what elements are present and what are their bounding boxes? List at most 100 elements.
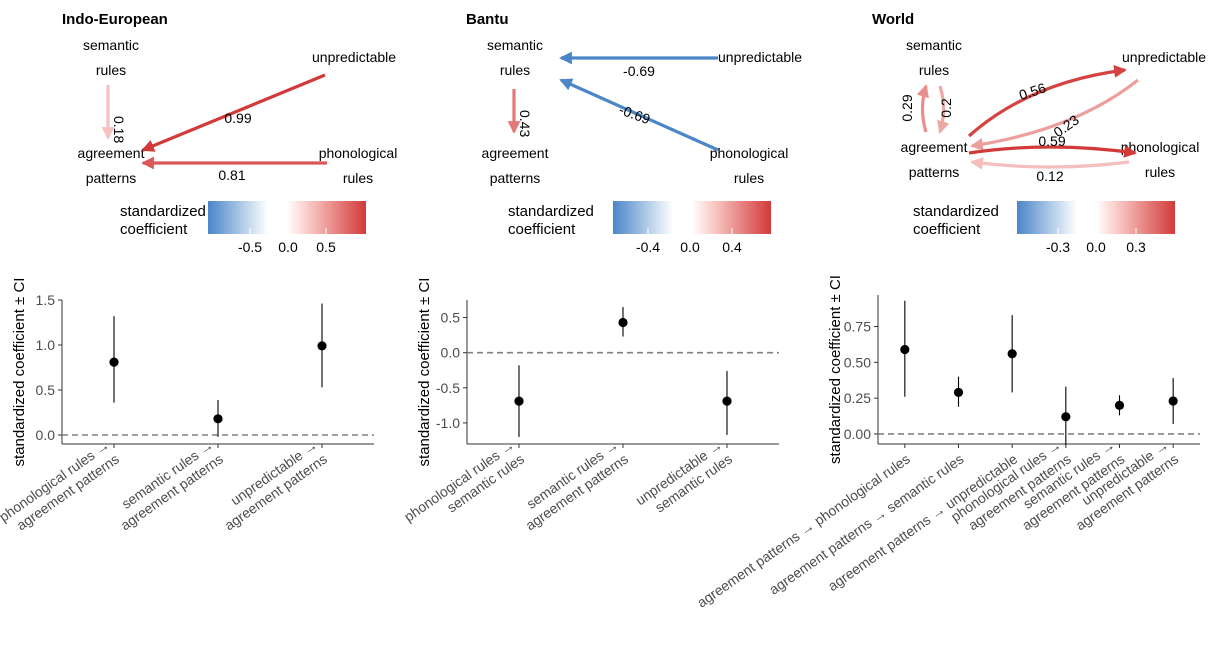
- colorbar-title-line: coefficient: [913, 221, 981, 238]
- colorbar-tick-label: 0.5: [316, 239, 336, 255]
- node-label-line: agreement: [78, 145, 145, 161]
- coefficient-plot: -1.0 -0.5 0.0 0.5 standardized coefficient ±…: [401, 278, 779, 539]
- y-tick-label: 1.5: [36, 292, 56, 308]
- y-axis-title: standardized coefficient ± CI: [416, 278, 433, 467]
- colorbar-tick-label: 0.0: [680, 239, 700, 255]
- coefficient-point: [1115, 401, 1124, 410]
- path-diagram: semantic rules unpredictable agreement patte…: [899, 37, 1206, 184]
- colorbar-ramp: [208, 201, 366, 234]
- y-tick-label: 0.25: [844, 390, 871, 406]
- colorbar-tick-label: 0.0: [1086, 239, 1106, 255]
- node-label-line: rules: [919, 62, 949, 78]
- coefficient-point: [1061, 412, 1070, 421]
- node-pho: phonological rules: [319, 145, 398, 186]
- node-agr: agreement patterns: [482, 145, 549, 186]
- edge-pho-to-agr: [972, 162, 1129, 167]
- coefficient-point: [1008, 349, 1017, 358]
- x-tick-label: semantic rules →agreement patterns: [108, 437, 226, 534]
- y-tick-label: 0.00: [844, 426, 871, 442]
- y-tick-label: 0.5: [36, 382, 56, 398]
- node-unp: unpredictable: [312, 49, 396, 65]
- path-diagram: semantic rules unpredictable agreement patte…: [482, 37, 803, 186]
- coefficient-plot: 0.00.51.01.5standardized coefficient ± C…: [0, 278, 374, 539]
- edge-label: 0.18: [111, 116, 127, 143]
- node-sem: semantic rules: [83, 37, 139, 78]
- colorbar-tick-label: 0.3: [1126, 239, 1146, 255]
- x-tick-label: unpredictable →agreement patterns: [212, 437, 330, 534]
- y-tick-label: 0.5: [441, 310, 461, 326]
- node-label-line: agreement: [901, 139, 968, 155]
- node-unp: unpredictable: [1122, 49, 1206, 65]
- x-tick-label: agreement patterns → semantic rules: [766, 451, 966, 598]
- node-label-line: rules: [734, 170, 764, 186]
- colorbar-tick-label: -0.3: [1046, 239, 1070, 255]
- path-diagram: semantic rules unpredictable agreement patte…: [78, 37, 398, 186]
- coefficient-point: [954, 388, 963, 397]
- x-tick-label-line: agreement patterns → semantic rules: [766, 451, 966, 598]
- coefficient-point: [109, 358, 118, 367]
- node-label-line: patterns: [909, 164, 960, 180]
- x-tick-label-line: agreement patterns → phonological rules: [694, 451, 913, 611]
- node-label-line: unpredictable: [1122, 49, 1206, 65]
- coefficient-point: [618, 318, 627, 327]
- node-label-line: rules: [500, 62, 530, 78]
- node-label-line: rules: [96, 62, 126, 78]
- node-label-line: agreement: [482, 145, 549, 161]
- node-sem: semantic rules: [906, 37, 962, 78]
- colorbar-title-line: coefficient: [120, 221, 188, 238]
- coefficient-point: [514, 397, 523, 406]
- colorbar-tick-label: -0.4: [636, 239, 660, 255]
- coefficient-point: [1169, 396, 1178, 405]
- colorbar-title-line: standardized: [120, 203, 206, 220]
- colorbar-tick-label: 0.4: [722, 239, 742, 255]
- node-pho: phonological rules: [710, 145, 789, 186]
- edge-label: 0.2: [938, 98, 954, 118]
- y-tick-label: 0.0: [441, 345, 461, 361]
- node-agr: agreement patterns: [901, 139, 968, 180]
- edge-label: 0.29: [899, 94, 915, 121]
- edge-label: 0.81: [218, 167, 245, 183]
- node-label-line: semantic: [487, 37, 543, 53]
- edge-label: -0.69: [623, 63, 655, 79]
- x-tick-label: agreement patterns → phonological rules: [694, 451, 913, 611]
- y-tick-label: 0.75: [844, 319, 871, 335]
- x-tick-label: semantic rules →agreement patterns: [513, 437, 631, 534]
- y-axis-title: standardized coefficient ± CI: [827, 275, 844, 464]
- panel-title: World: [872, 11, 914, 28]
- colorbar-title-line: standardized: [508, 203, 594, 220]
- colorbar: standardized coefficient -0.5 0.0 0.5: [120, 201, 366, 255]
- node-sem: semantic rules: [487, 37, 543, 78]
- node-label-line: semantic: [906, 37, 962, 53]
- coefficient-point: [722, 397, 731, 406]
- node-label-line: unpredictable: [312, 49, 396, 65]
- panel-bantu: Bantusemantic rulesunpredictableagreement…: [401, 11, 802, 539]
- colorbar-ramp: [613, 201, 771, 234]
- node-label-line: patterns: [86, 170, 137, 186]
- panel-indo-european: Indo-European semantic rules unpredictable a…: [0, 11, 397, 539]
- y-tick-label: -1.0: [436, 415, 460, 431]
- y-axis-title: standardized coefficient ± CI: [11, 278, 28, 467]
- node-unp: unpredictable: [718, 49, 802, 65]
- colorbar: standardized coefficient -0.4 0.0 0.4: [508, 201, 771, 255]
- colorbar-title: standardized coefficient: [913, 203, 999, 238]
- coefficient-point: [317, 341, 326, 350]
- node-label-line: unpredictable: [718, 49, 802, 65]
- colorbar-title: standardized coefficient: [120, 203, 206, 238]
- edge-label: 0.43: [517, 110, 533, 137]
- colorbar: standardized coefficient -0.3 0.0 0.3: [913, 201, 1175, 255]
- colorbar-title-line: coefficient: [508, 221, 576, 238]
- node-label-line: semantic: [83, 37, 139, 53]
- node-label-line: rules: [343, 170, 373, 186]
- edge-label: 0.59: [1038, 133, 1065, 149]
- panel-world: World semantic rules unpredictable agreement…: [694, 11, 1206, 611]
- coefficient-point: [900, 345, 909, 354]
- edge-label: 0.56: [1017, 79, 1048, 103]
- y-tick-label: 1.0: [36, 337, 56, 353]
- y-tick-label: -0.5: [436, 380, 460, 396]
- colorbar-tick-label: 0.0: [278, 239, 298, 255]
- edge-agr-to-sem: [923, 86, 927, 132]
- coefficient-point: [213, 414, 222, 423]
- edge-label: -0.69: [617, 101, 653, 127]
